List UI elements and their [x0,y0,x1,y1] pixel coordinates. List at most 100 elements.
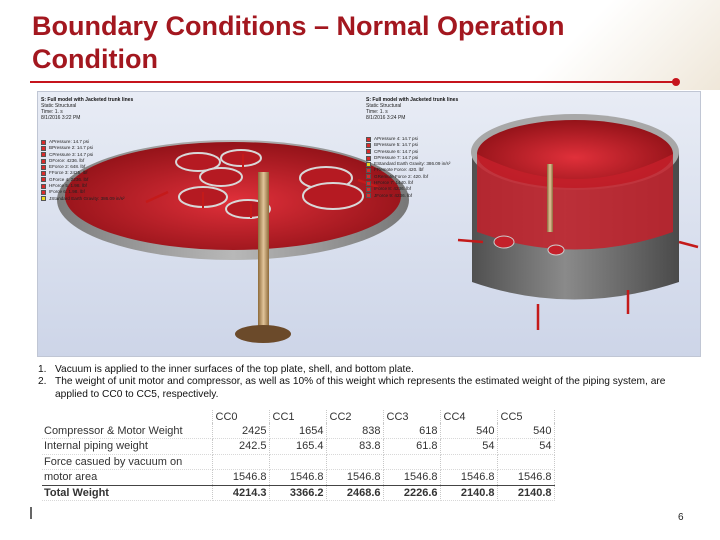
right-tank-shell-model [457,114,699,330]
left-top-plate-model [57,140,409,343]
left-load-legend: A Pressure: 14.7 psi B Pressure 2: 14.7 p… [41,139,125,202]
table-row: Force casued by vacuum on [42,454,555,470]
left-nozzle-opening [199,167,243,187]
table-cell [383,454,441,470]
left-nozzle-opening [220,149,262,167]
note-item: 1. Vacuum is applied to the inner surface… [38,364,688,376]
load-key: F [374,167,377,173]
load-color-swatch [366,142,371,148]
load-arrow [678,240,699,249]
load-color-swatch [366,161,371,167]
left-model-analysis: Static Structural [41,103,77,109]
note-text: Vacuum is applied to the inner surfaces … [55,364,414,375]
column-header: CC4 [440,410,498,423]
page-number: 6 [678,512,684,523]
table-edge-mark [30,507,32,519]
load-color-swatch [41,196,46,202]
column-header: CC5 [497,410,555,423]
load-color-swatch [366,149,371,155]
load-color-swatch [366,174,371,180]
table-cell: 2425 [212,423,270,439]
table-row: motor area 1546.8 1546.8 1546.8 1546.8 1546.8… [42,469,555,486]
right-support-column [547,164,553,232]
table-cell: 3366.2 [269,484,327,501]
table-total-row: Total Weight 4214.3 3366.2 2468.6 2226.6 2140… [42,484,555,501]
load-key: E [49,164,53,170]
load-legend-item: A Pressure: 14.7 psi [41,139,125,145]
load-label: Force 4: 2236. lbf [52,176,89,182]
table-cell [440,454,498,470]
table-cell: 83.8 [326,438,384,455]
fea-models-illustration [57,114,699,343]
left-model-time: Time: 1. s [41,109,63,115]
right-nozzle [493,235,515,249]
note-text: The weight of unit motor and compressor,… [55,376,666,400]
table-cell: 54 [497,438,555,455]
load-key: B [374,142,378,148]
load-key: H [374,180,378,186]
load-label: Pressure 3: 14.7 psi [52,151,94,157]
title-underline-dot [672,78,680,86]
table-cell: 618 [383,423,441,439]
load-color-swatch [41,158,46,164]
table-cell: 165.4 [269,438,327,455]
load-key: E [374,161,378,167]
load-key: J [49,195,52,201]
table-cell [212,454,270,470]
load-label: Pressure 6: 14.7 psi [377,148,419,154]
load-label: Standard Earth Gravity: 386.09 in/s² [51,195,125,201]
load-key: G [374,173,378,179]
notes-list: 1. Vacuum is applied to the inner surface… [38,364,688,401]
weight-table: CC0 CC1 CC2 CC3 CC4 CC5 Compressor & Motor We… [42,410,555,501]
row-label: Internal piping weight [42,438,213,455]
row-label: Compressor & Motor Weight [42,423,213,439]
load-legend-item: H Force 5: 1.98. lbf [41,183,125,189]
load-color-swatch [41,164,46,170]
right-shell-inner-wall [477,154,673,250]
table-row: Internal piping weight 242.5 165.4 83.8 61.8… [42,438,555,455]
right-load-legend: A Pressure 4: 14.7 psi B Pressure 5: 14.7… [366,136,450,199]
table-cell: 1546.8 [440,469,498,486]
load-legend-item: I Force 8: 4236. lbf [366,186,450,193]
load-legend-item: I Force 6: 1.98. lbf [41,189,125,196]
table-cell: 1654 [269,423,327,439]
column-header: CC3 [383,410,441,423]
load-color-swatch [366,168,371,174]
load-label: Remote Force: 420. lbf [376,167,424,173]
load-label: Pressure 2: 14.7 psi [52,145,93,151]
right-model-date: 8/1/2016 3:24 PM [366,115,406,121]
load-color-swatch [366,155,371,161]
table-cell [497,454,555,470]
slide-title: Boundary Conditions – Normal Operation C… [32,11,565,74]
load-legend-item: B Pressure 5: 14.7 psi [366,142,450,148]
column-header: CC2 [326,410,384,423]
load-label: Remote Force 2: 420. lbf [377,173,429,179]
load-label: Force 5: 1.98. lbf [52,183,87,189]
table-cell: 1546.8 [326,469,384,486]
load-key: A [374,136,378,141]
load-label: Pressure: 14.7 psi [52,139,90,144]
column-header: CC1 [269,410,327,423]
note-item: 2. The weight of unit motor and compresso… [38,376,688,401]
load-key: D [49,157,53,163]
note-number: 1. [38,364,47,375]
load-label: Pressure 4: 14.7 psi [377,136,418,141]
load-legend-item: E Force 2: 648. lbf [41,164,125,170]
load-label: Force 2: 648. lbf [52,164,86,170]
load-color-swatch [41,145,46,151]
load-legend-item: D Force: 4236. lbf [41,158,125,164]
load-key: I [374,186,376,192]
load-color-swatch [41,177,46,183]
load-legend-item: H Force 7: 1440. lbf [366,180,450,186]
load-key: F [49,170,52,176]
fea-model-figure: S: Full model with Jacketed trunk lines … [37,91,701,357]
table-cell: 2468.6 [326,484,384,501]
row-label: Force casued by vacuum on [42,454,213,470]
load-legend-item: J Force 9: 4236. lbf [366,193,450,199]
row-label: motor area [42,469,213,486]
table-cell: 2140.8 [440,484,498,501]
load-label: Standard Earth Gravity: 386.09 in/s² [377,161,451,167]
load-arrow [457,238,484,244]
left-model-date: 8/1/2016 3:22 PM [41,115,81,121]
table-cell: 1546.8 [269,469,327,486]
